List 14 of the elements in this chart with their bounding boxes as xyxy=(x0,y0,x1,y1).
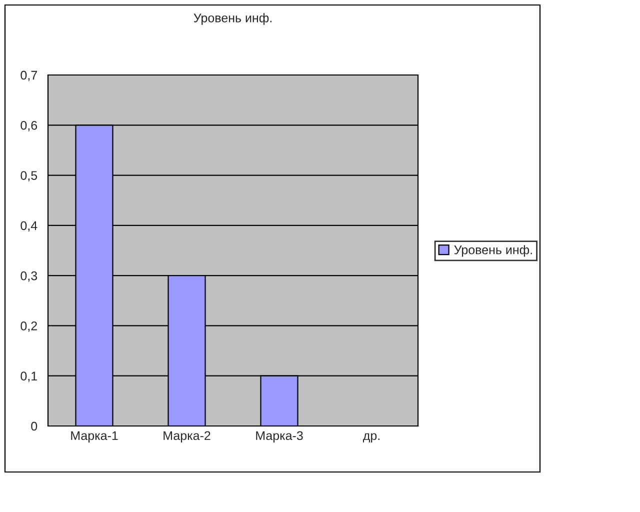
y-tick-label: 0,3 xyxy=(20,271,38,282)
x-tick-label: Марка-2 xyxy=(164,431,210,443)
legend-label: Уровень инф. xyxy=(454,245,532,257)
y-tick-label: 0,4 xyxy=(20,221,38,232)
y-tick-label: 0,5 xyxy=(20,171,38,182)
x-tick-label: др. xyxy=(363,433,380,443)
y-tick-label: 0,1 xyxy=(20,372,37,382)
x-tick-label: Марка-3 xyxy=(256,431,303,443)
y-tick-label: 0,6 xyxy=(20,120,38,132)
y-tick-label: 0 xyxy=(31,422,38,431)
y-tick-label: 0,2 xyxy=(20,322,37,332)
y-tick-label: 0,7 xyxy=(20,70,37,82)
chart-title: Уровень инф. xyxy=(194,13,272,25)
x-tick-label: Марка-1 xyxy=(71,431,118,443)
